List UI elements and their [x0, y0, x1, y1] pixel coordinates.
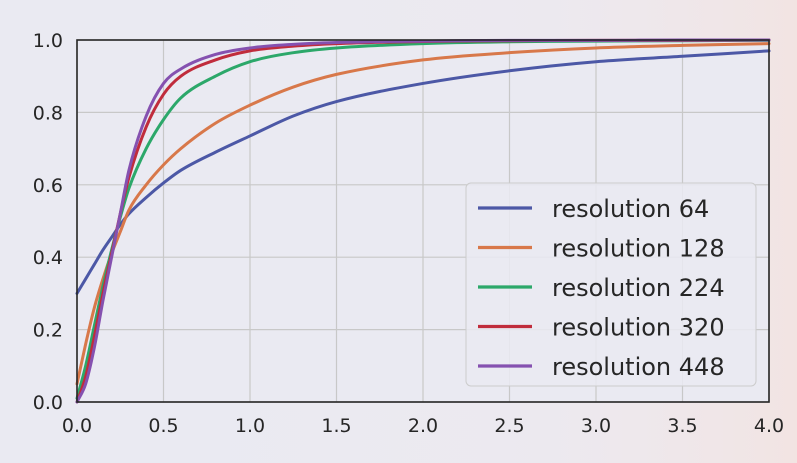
- y-tick-label: 0.6: [33, 175, 63, 197]
- legend-label: resolution 448: [552, 353, 725, 381]
- x-tick-label: 2.5: [494, 415, 524, 437]
- y-tick-label: 0.8: [33, 102, 63, 124]
- x-tick-label: 3.5: [667, 415, 697, 437]
- x-tick-label: 1.5: [321, 415, 351, 437]
- y-tick-label: 0.2: [33, 320, 63, 342]
- legend-label: resolution 320: [552, 314, 725, 342]
- legend: resolution 64 resolution 128 resolution 22…: [465, 182, 757, 387]
- x-tick-label: 3.0: [581, 415, 611, 437]
- legend-label: resolution 224: [552, 274, 725, 302]
- plot-frame: [76, 39, 770, 403]
- legend-label: resolution 64: [552, 195, 709, 223]
- y-tick-label: 1.0: [33, 30, 63, 52]
- x-tick-label: 0.0: [62, 415, 92, 437]
- x-tick-label: 1.0: [235, 415, 265, 437]
- x-axis-ticks: 0.0 0.5 1.0 1.5 2.0 2.5 3.0 3.5 4.0: [62, 415, 784, 437]
- legend-label: resolution 128: [552, 235, 725, 263]
- series-line-1: [75, 49, 771, 295]
- y-tick-label: 0.0: [33, 392, 63, 414]
- y-axis-ticks: 0.0 0.2 0.4 0.6 0.8 1.0: [33, 30, 63, 414]
- x-tick-label: 4.0: [754, 415, 784, 437]
- x-tick-label: 2.0: [408, 415, 438, 437]
- legend-box: [465, 182, 757, 387]
- y-tick-label: 0.4: [33, 247, 63, 269]
- x-tick-label: 0.5: [148, 415, 178, 437]
